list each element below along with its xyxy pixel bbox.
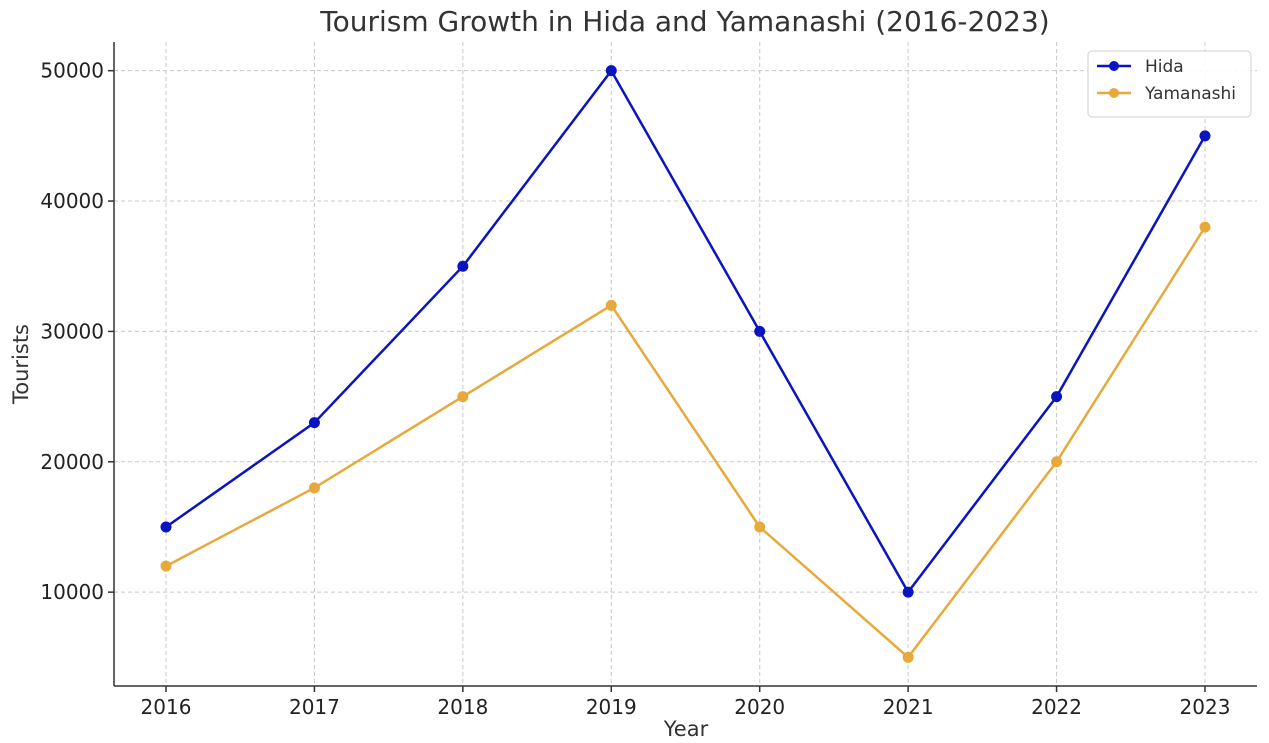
- data-point-hida: [308, 417, 320, 429]
- series-hida: [160, 65, 1211, 598]
- data-point-hida: [754, 325, 766, 337]
- y-tick-label: 50000: [40, 59, 104, 83]
- ticks: 2016 2017 2018 2019 2020 2021 2022 2023 10000 200…: [40, 59, 1230, 719]
- x-tick-label: 2017: [289, 695, 340, 719]
- series: [160, 65, 1211, 663]
- y-tick-label: 10000: [40, 580, 104, 604]
- x-tick-label: 2020: [734, 695, 785, 719]
- series-yamanashi: [160, 221, 1211, 663]
- data-point-hida: [1199, 130, 1211, 142]
- y-tick-label: 30000: [40, 319, 104, 343]
- x-tick-label: 2023: [1180, 695, 1231, 719]
- axes: [113, 42, 1257, 687]
- series-line-yamanashi: [165, 226, 1207, 659]
- data-point-hida: [1051, 391, 1063, 403]
- data-point-yamanashi: [902, 651, 914, 663]
- data-point-yamanashi: [160, 560, 172, 572]
- data-point-yamanashi: [1199, 221, 1211, 233]
- chart-title: Tourism Growth in Hida and Yamanashi (20…: [319, 5, 1049, 38]
- x-tick-label: 2019: [586, 695, 637, 719]
- data-point-hida: [605, 65, 617, 77]
- data-point-yamanashi: [754, 521, 766, 533]
- legend-marker: [1109, 61, 1119, 71]
- data-point-yamanashi: [605, 299, 617, 311]
- x-tick-label: 2022: [1031, 695, 1082, 719]
- grid: [114, 42, 1257, 686]
- legend-box: [1087, 50, 1252, 118]
- legend-label: Yamanashi: [1144, 84, 1236, 104]
- data-point-hida: [902, 586, 914, 598]
- y-tick-label: 20000: [40, 450, 104, 474]
- y-tick-label: 40000: [40, 189, 104, 213]
- series-line-hida: [165, 69, 1207, 594]
- data-point-yamanashi: [457, 391, 469, 403]
- data-point-yamanashi: [1051, 456, 1063, 468]
- x-tick-label: 2016: [141, 695, 192, 719]
- y-axis-label: Tourists: [9, 324, 33, 405]
- legend-marker: [1109, 88, 1119, 98]
- data-point-yamanashi: [308, 482, 320, 494]
- data-point-hida: [457, 260, 469, 272]
- data-point-hida: [160, 521, 172, 533]
- legend: Hida Yamanashi: [1087, 50, 1252, 118]
- legend-label: Hida: [1145, 57, 1184, 77]
- x-tick-label: 2021: [883, 695, 934, 719]
- x-tick-label: 2018: [437, 695, 488, 719]
- x-axis-label: Year: [663, 717, 709, 741]
